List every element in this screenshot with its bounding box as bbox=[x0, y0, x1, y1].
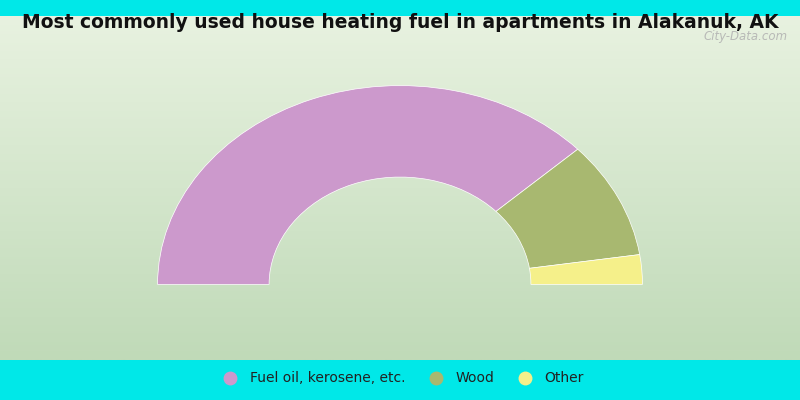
Text: Most commonly used house heating fuel in apartments in Alakanuk, AK: Most commonly used house heating fuel in… bbox=[22, 12, 778, 32]
Legend: Fuel oil, kerosene, etc., Wood, Other: Fuel oil, kerosene, etc., Wood, Other bbox=[211, 366, 589, 391]
Wedge shape bbox=[158, 86, 578, 284]
Wedge shape bbox=[496, 149, 640, 268]
Wedge shape bbox=[530, 254, 642, 284]
Text: City-Data.com: City-Data.com bbox=[704, 30, 788, 43]
